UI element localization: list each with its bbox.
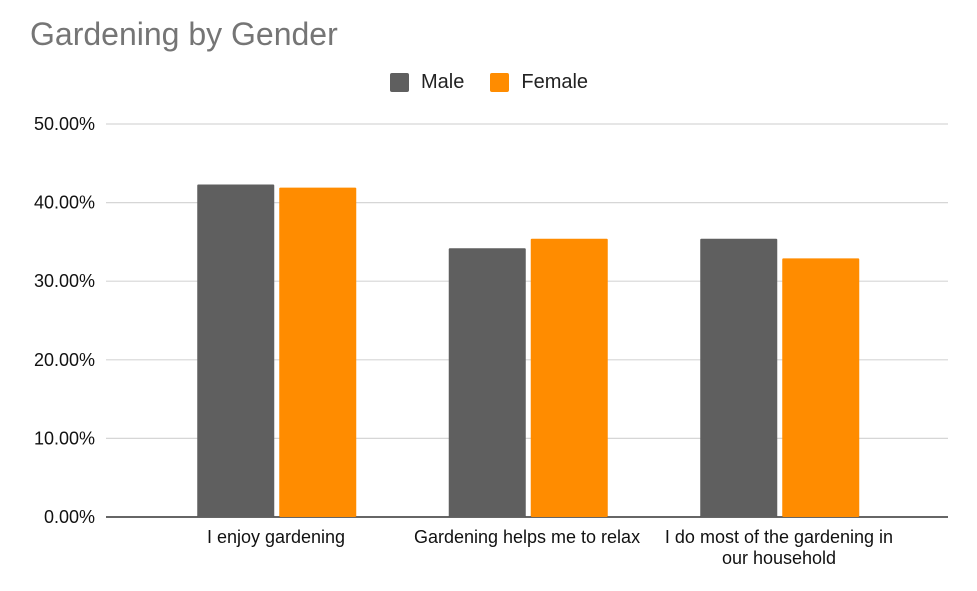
bar-female-1 (279, 187, 357, 517)
y-axis-tick-label: 20.00% (34, 350, 95, 370)
x-axis-label-i-do-most-of-the-gardening: I do most of the gardening in our househ… (664, 527, 894, 568)
bar-female-3 (782, 258, 860, 517)
chart-legend: Male Female (390, 72, 588, 92)
chart-title: Gardening by Gender (30, 16, 338, 52)
bar-female-2 (530, 238, 608, 518)
y-axis-tick-label: 40.00% (34, 193, 95, 213)
x-axis-label-gardening-helps-me-to-relax: Gardening helps me to relax (413, 527, 641, 547)
legend-item-female: Female (490, 72, 588, 92)
x-axis-label-i-enjoy-gardening: I enjoy gardening (206, 527, 346, 547)
y-axis-tick-label: 10.00% (34, 428, 95, 448)
bar-male-3 (700, 238, 778, 518)
legend-item-male: Male (390, 72, 464, 92)
bar-male-1 (197, 184, 275, 517)
y-axis-tick-label: 0.00% (44, 507, 95, 527)
y-axis-tick-label: 50.00% (34, 114, 95, 134)
y-axis-tick-label: 30.00% (34, 271, 95, 291)
legend-swatch-male (390, 72, 409, 92)
legend-label-male: Male (421, 71, 465, 93)
legend-swatch-female (490, 72, 510, 92)
bar-male-2 (448, 248, 526, 518)
legend-label-female: Female (521, 71, 589, 93)
